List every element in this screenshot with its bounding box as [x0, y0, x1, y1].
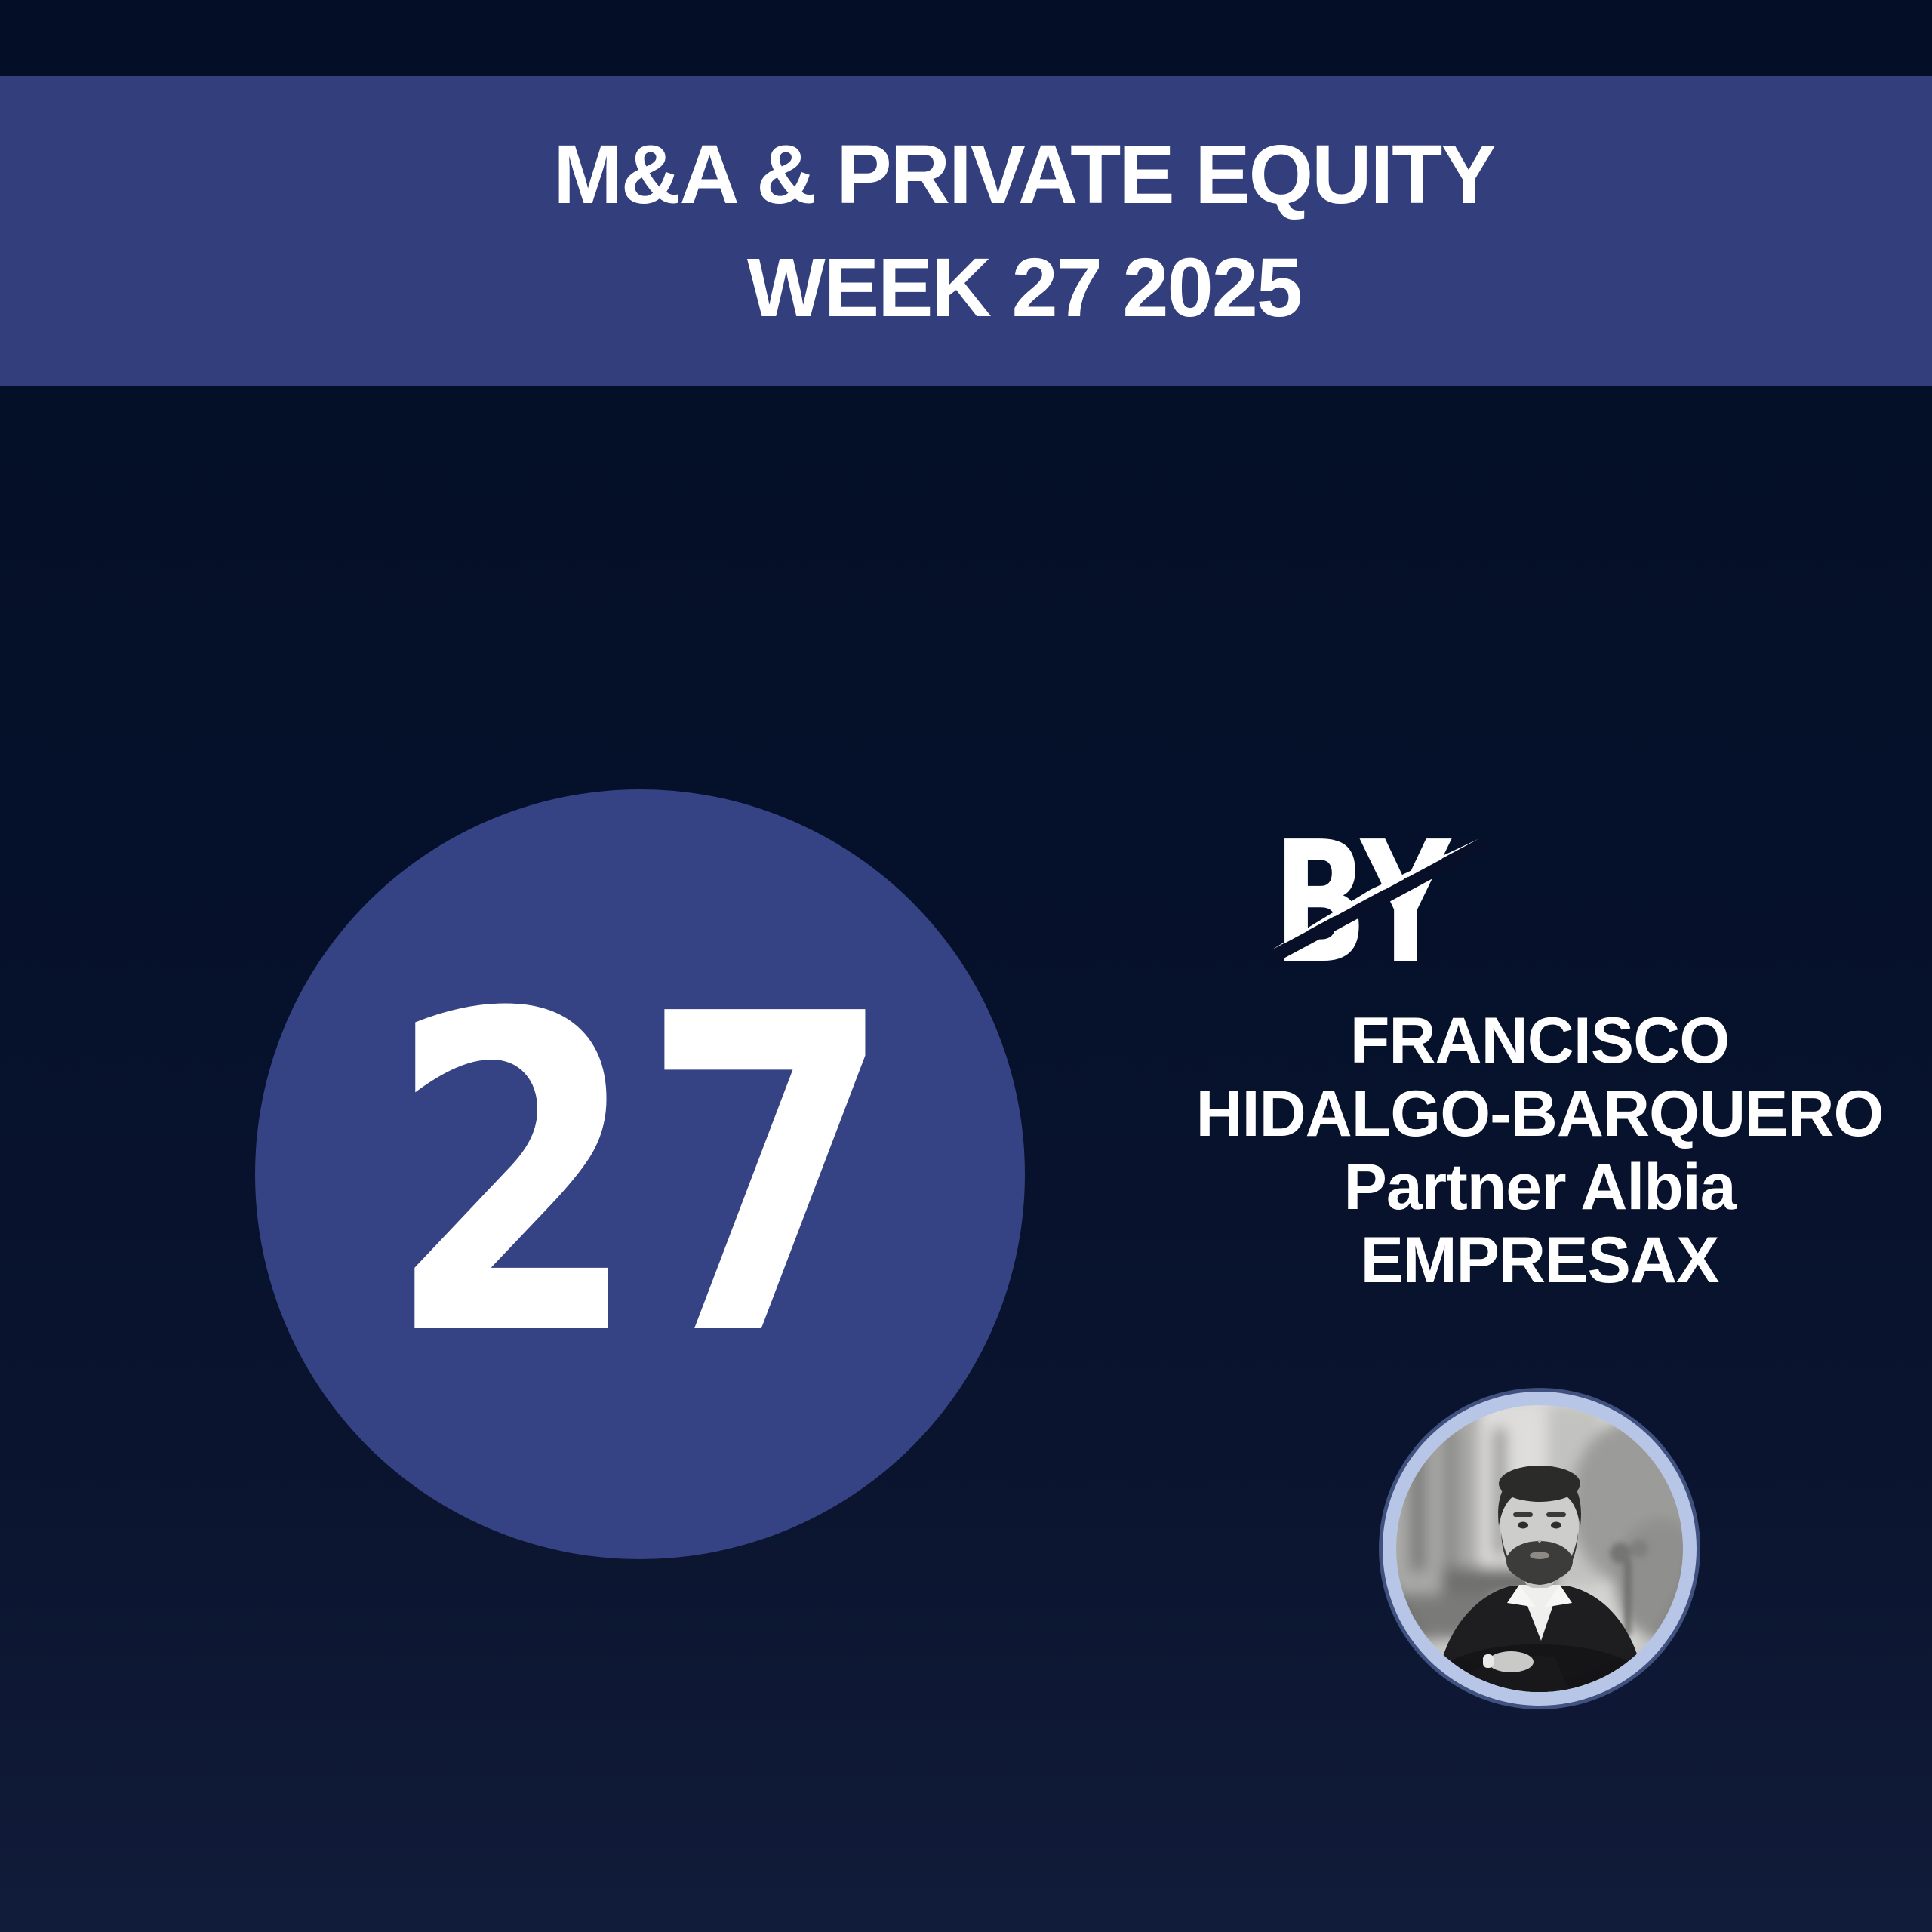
by-logo: BY — [1258, 806, 1494, 1001]
portrait-photo — [1383, 1392, 1697, 1706]
week-number-graphic: 27 — [386, 922, 894, 1432]
by-logo-icon: BY — [1258, 806, 1494, 1001]
banner-title-line-2: WEEK 27 2025 — [746, 241, 1303, 334]
week-number-circle: 27 — [255, 789, 1025, 1559]
banner-title-line-1: M&A & PRIVATE EQUITY — [553, 128, 1496, 221]
week-number: 27 — [386, 922, 894, 1432]
byline-company-line: EMPRESAX — [1360, 1224, 1720, 1297]
title-banner: M&A & PRIVATE EQUITY WEEK 27 2025 — [0, 76, 1932, 386]
byline-block: FRANCISCO HIDALGO-BARQUERO Partner Albia… — [1019, 1004, 1932, 1297]
byline-role-line: Partner Albia — [1343, 1151, 1736, 1223]
portrait-illustration — [1396, 1405, 1683, 1692]
byline-name-line-2: HIDALGO-BARQUERO — [1195, 1078, 1884, 1150]
byline-name-line-1: FRANCISCO — [1349, 1004, 1730, 1077]
banner-title: M&A & PRIVATE EQUITY WEEK 27 2025 — [553, 118, 1496, 345]
